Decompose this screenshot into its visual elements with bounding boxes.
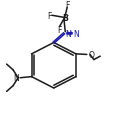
Text: F: F — [57, 25, 62, 34]
Text: -: - — [66, 13, 69, 18]
Text: F: F — [47, 12, 52, 21]
Text: N: N — [13, 74, 19, 82]
Text: N: N — [65, 30, 71, 39]
Text: N: N — [73, 30, 79, 39]
Text: B: B — [62, 14, 67, 23]
Text: +: + — [68, 30, 73, 35]
Text: F: F — [65, 1, 69, 10]
Text: O: O — [88, 51, 94, 59]
